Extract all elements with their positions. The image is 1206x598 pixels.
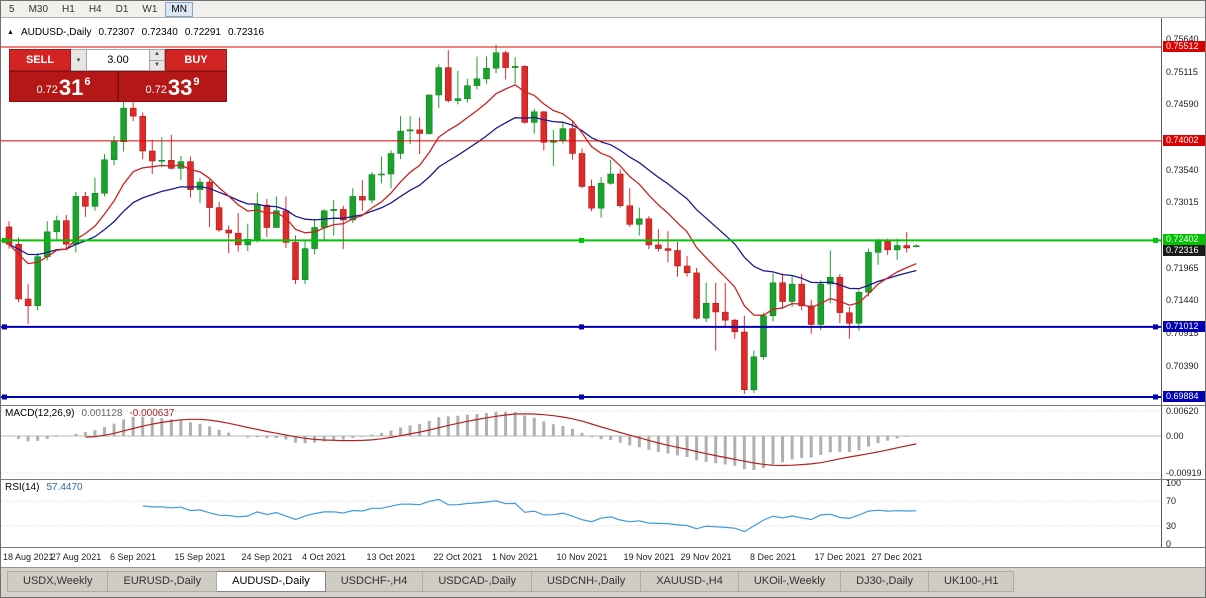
price-tick: 0.71440 — [1166, 295, 1199, 305]
ohlc-low: 0.72291 — [184, 27, 221, 38]
sell-price-pips: 6 — [84, 76, 91, 88]
date-label: 29 Nov 2021 — [680, 552, 732, 562]
macd-pane-header: MACD(12,26,9) 0.001128 -0.000637 — [5, 408, 174, 419]
date-label: 13 Oct 2021 — [366, 552, 416, 562]
buy-price-display[interactable]: 0.72 33 9 — [118, 71, 227, 102]
rsi-axis-label: 70 — [1166, 496, 1177, 506]
rsi-axis-label: 0 — [1166, 539, 1172, 549]
sell-price-prefix: 0.72 — [36, 84, 58, 96]
price-tick: 0.73015 — [1166, 197, 1199, 207]
macd-signal-value: -0.000637 — [129, 408, 175, 419]
tab-usdcad-daily[interactable]: USDCAD-,Daily — [423, 571, 532, 592]
one-click-trading-panel: SELL ▾ 3.00 ▲ ▼ BUY 0.72 31 6 0.72 — [9, 49, 227, 102]
timeframe-w1[interactable]: W1 — [136, 2, 163, 17]
tab-ukoil-weekly[interactable]: UKOil-,Weekly — [738, 571, 842, 592]
tab-uk100-h1[interactable]: UK100-,H1 — [929, 571, 1015, 592]
date-label: 22 Oct 2021 — [433, 552, 483, 562]
current-price-badge: 0.72316 — [1163, 245, 1205, 256]
timeframe-toolbar: 5 M30 H1 H4 D1 W1 MN — [1, 1, 1205, 18]
price-axis: 0.75640 0.75115 0.74590 0.73540 0.73015 0.719… — [1161, 18, 1205, 549]
date-label: 6 Sep 2021 — [109, 552, 157, 562]
price-tick: 0.70390 — [1166, 361, 1199, 371]
rsi-value: 57.4470 — [46, 482, 83, 493]
date-label: 4 Oct 2021 — [301, 552, 347, 562]
price-tick: 0.75115 — [1166, 67, 1198, 77]
level-price-badge[interactable]: 0.69884 — [1163, 391, 1205, 402]
price-tick: 0.70915 — [1166, 328, 1199, 338]
timeframe-d1[interactable]: D1 — [110, 2, 135, 17]
tab-eurusd-daily[interactable]: EURUSD-,Daily — [108, 571, 218, 592]
rsi-axis-label: 30 — [1166, 521, 1177, 531]
timeframe-m30[interactable]: M30 — [23, 2, 54, 17]
chart-bottom-border — [1, 547, 1205, 548]
tab-usdcnh-daily[interactable]: USDCNH-,Daily — [531, 571, 642, 592]
macd-axis-label: 0.00 — [1166, 431, 1184, 441]
tab-audusd-daily[interactable]: AUDUSD-,Daily — [217, 571, 326, 592]
date-label: 18 Aug 2021 — [3, 552, 54, 562]
pane-splitter-macd[interactable] — [1, 405, 1205, 406]
tab-dj30-daily[interactable]: DJ30-,Daily — [841, 571, 930, 592]
buy-price-pips: 9 — [193, 76, 200, 88]
volume-decrease-button[interactable]: ▼ — [154, 61, 160, 68]
date-label: 10 Nov 2021 — [556, 552, 608, 562]
moving-averages-layer — [8, 84, 917, 316]
macd-title: MACD(12,26,9) — [5, 408, 75, 419]
sell-price-display[interactable]: 0.72 31 6 — [9, 71, 118, 102]
date-label: 27 Dec 2021 — [871, 552, 923, 562]
symbol-marker-icon: ▲ — [7, 29, 14, 36]
volume-stepper: ▲ ▼ — [150, 49, 165, 71]
level-price-badge[interactable]: 0.72402 — [1163, 234, 1205, 245]
chart-area[interactable]: ▲ AUDUSD-,Daily 0.72307 0.72340 0.72291 … — [1, 18, 1205, 567]
sell-button[interactable]: SELL — [9, 49, 71, 71]
date-label: 27 Aug 2021 — [50, 552, 102, 562]
tab-usdx-weekly[interactable]: USDX,Weekly — [7, 571, 109, 592]
timeframe-h1[interactable]: H1 — [56, 2, 81, 17]
date-label: 17 Dec 2021 — [814, 552, 866, 562]
volume-input[interactable]: 3.00 — [87, 49, 150, 71]
price-tick: 0.74590 — [1166, 99, 1199, 109]
timeframe-5[interactable]: 5 — [3, 2, 21, 17]
price-tick: 0.73540 — [1166, 165, 1199, 175]
timeframe-mn[interactable]: MN — [165, 1, 193, 17]
buy-button[interactable]: BUY — [165, 49, 227, 71]
level-price-badge[interactable]: 0.75512 — [1163, 41, 1205, 52]
ohlc-open: 0.72307 — [98, 27, 135, 38]
price-tick: 0.71965 — [1166, 263, 1199, 273]
chart-tab-bar: USDX,Weekly EURUSD-,Daily AUDUSD-,Daily USD… — [1, 567, 1205, 597]
candlestick-chart[interactable] — [1, 18, 1161, 547]
buy-price-main: 33 — [167, 75, 193, 100]
level-price-badge[interactable]: 0.71012 — [1163, 321, 1205, 332]
date-label: 15 Sep 2021 — [174, 552, 226, 562]
date-label: 1 Nov 2021 — [491, 552, 539, 562]
ohlc-high: 0.72340 — [141, 27, 178, 38]
pane-splitter-rsi[interactable] — [1, 479, 1205, 480]
horizontal-level-lines[interactable] — [1, 46, 1161, 400]
rsi-axis-label: 100 — [1166, 478, 1182, 488]
macd-axis-label: 0.00620 — [1166, 406, 1199, 416]
tab-usdchf-h4[interactable]: USDCHF-,H4 — [325, 571, 424, 592]
chevron-down-icon: ▾ — [76, 57, 81, 64]
sell-price-main: 31 — [58, 75, 84, 100]
macd-indicator-layer — [1, 410, 1161, 474]
level-price-badge[interactable]: 0.74002 — [1163, 135, 1205, 146]
rsi-indicator-layer — [1, 498, 1161, 533]
date-label: 19 Nov 2021 — [623, 552, 675, 562]
chart-ohlc-header: ▲ AUDUSD-,Daily 0.72307 0.72340 0.72291 … — [7, 27, 264, 38]
volume-increase-button[interactable]: ▲ — [150, 50, 164, 61]
price-tick: 0.75640 — [1166, 34, 1199, 44]
tab-xauusd-h4[interactable]: XAUUSD-,H4 — [641, 571, 739, 592]
date-label: 24 Sep 2021 — [241, 552, 293, 562]
ohlc-close: 0.72316 — [227, 27, 265, 38]
volume-dropdown-button[interactable]: ▾ — [71, 49, 87, 71]
rsi-title: RSI(14) — [5, 482, 40, 493]
time-axis: 18 Aug 2021 27 Aug 2021 6 Sep 2021 15 Sep 2… — [1, 547, 1161, 567]
date-label: 8 Dec 2021 — [749, 552, 797, 562]
macd-axis-label: -0.00919 — [1166, 468, 1202, 478]
rsi-pane-header: RSI(14) 57.4470 — [5, 482, 83, 493]
timeframe-h4[interactable]: H4 — [83, 2, 108, 17]
symbol-name: AUDUSD-,Daily — [20, 27, 92, 38]
buy-price-prefix: 0.72 — [145, 84, 167, 96]
macd-main-value: 0.001128 — [81, 408, 123, 419]
